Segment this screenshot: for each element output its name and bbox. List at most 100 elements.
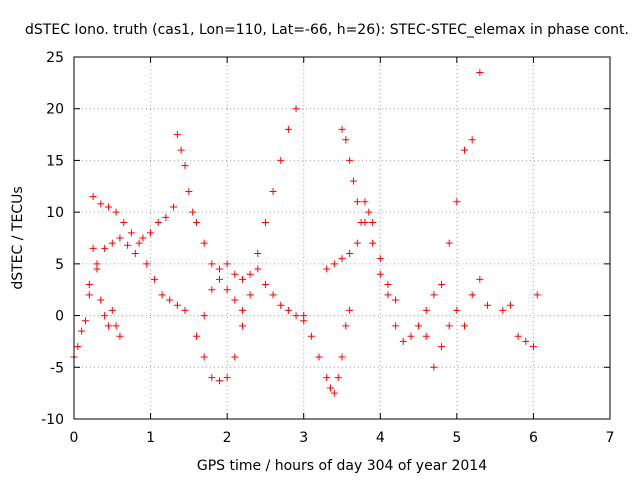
data-point — [108, 239, 116, 247]
data-point — [154, 218, 162, 226]
data-point — [93, 260, 101, 268]
data-point — [529, 343, 537, 351]
data-point — [124, 241, 132, 249]
data-point — [112, 208, 120, 216]
data-point — [330, 260, 338, 268]
data-point — [277, 156, 285, 164]
data-point — [392, 296, 400, 304]
data-point — [415, 322, 423, 330]
y-axis-label: dSTEC / TECUs — [10, 186, 26, 289]
data-point — [369, 218, 377, 226]
series-arc-10 — [392, 69, 484, 345]
data-point — [139, 234, 147, 242]
data-point — [330, 389, 338, 397]
x-tick-label: 1 — [146, 430, 155, 446]
data-point — [200, 312, 208, 320]
data-point — [476, 69, 484, 77]
data-point — [223, 260, 231, 268]
series-arc-1 — [70, 244, 124, 361]
data-point — [185, 187, 193, 195]
data-point — [506, 301, 514, 309]
data-point — [193, 332, 201, 340]
data-point — [453, 198, 461, 206]
data-point — [200, 353, 208, 361]
data-point — [223, 286, 231, 294]
data-point — [131, 250, 139, 258]
data-point — [461, 322, 469, 330]
data-point — [89, 193, 97, 201]
series-arc-7 — [300, 306, 354, 397]
series-arc-2 — [89, 193, 189, 314]
data-point — [392, 322, 400, 330]
data-point — [533, 291, 541, 299]
data-point — [147, 229, 155, 237]
series-arc-4 — [173, 131, 246, 314]
data-point — [468, 291, 476, 299]
series-arc-11 — [422, 275, 491, 371]
data-point — [327, 384, 335, 392]
data-point — [353, 198, 361, 206]
data-point — [292, 105, 300, 113]
data-point — [430, 291, 438, 299]
data-point — [215, 275, 223, 283]
data-point — [338, 255, 346, 263]
data-point — [323, 265, 331, 273]
data-point — [238, 275, 246, 283]
data-point — [499, 306, 507, 314]
y-tick-label: -10 — [41, 412, 64, 428]
data-point — [104, 322, 112, 330]
grid-lines — [74, 57, 610, 419]
data-point — [74, 343, 82, 351]
data-point — [349, 177, 357, 185]
data-point — [97, 296, 105, 304]
data-point — [376, 255, 384, 263]
data-point — [361, 198, 369, 206]
plot-frame — [73, 56, 611, 420]
data-point — [246, 291, 254, 299]
data-point — [346, 156, 354, 164]
data-point — [208, 374, 216, 382]
data-point — [361, 218, 369, 226]
data-point — [116, 332, 124, 340]
data-point — [97, 200, 105, 208]
series-arc-8 — [323, 198, 392, 299]
data-point — [315, 353, 323, 361]
data-point — [166, 296, 174, 304]
data-point — [173, 131, 181, 139]
x-tick-label: 7 — [606, 430, 615, 446]
data-point — [78, 327, 86, 335]
data-point — [422, 332, 430, 340]
data-point — [231, 353, 239, 361]
data-point — [342, 136, 350, 144]
data-point — [384, 281, 392, 289]
data-point — [307, 332, 315, 340]
data-point — [346, 250, 354, 258]
data-point — [445, 322, 453, 330]
data-point — [430, 363, 438, 371]
data-point — [254, 250, 262, 258]
data-point — [514, 332, 522, 340]
data-point — [407, 332, 415, 340]
data-point — [254, 265, 262, 273]
data-point — [189, 208, 197, 216]
data-point — [158, 291, 166, 299]
data-point — [353, 239, 361, 247]
data-point — [127, 229, 135, 237]
data-point — [81, 317, 89, 325]
data-point — [181, 162, 189, 170]
x-tick-label: 6 — [529, 430, 538, 446]
data-point — [376, 270, 384, 278]
series-arc-9 — [338, 125, 400, 304]
data-point — [238, 306, 246, 314]
data-point — [170, 203, 178, 211]
y-tick-label: 25 — [46, 50, 64, 66]
data-point — [277, 301, 285, 309]
series-arc-12 — [499, 291, 541, 351]
x-tick-label: 2 — [223, 430, 232, 446]
series-arc-3 — [85, 203, 178, 289]
data-point — [193, 218, 201, 226]
data-point — [215, 377, 223, 385]
data-point — [399, 337, 407, 345]
data-point — [101, 244, 109, 252]
